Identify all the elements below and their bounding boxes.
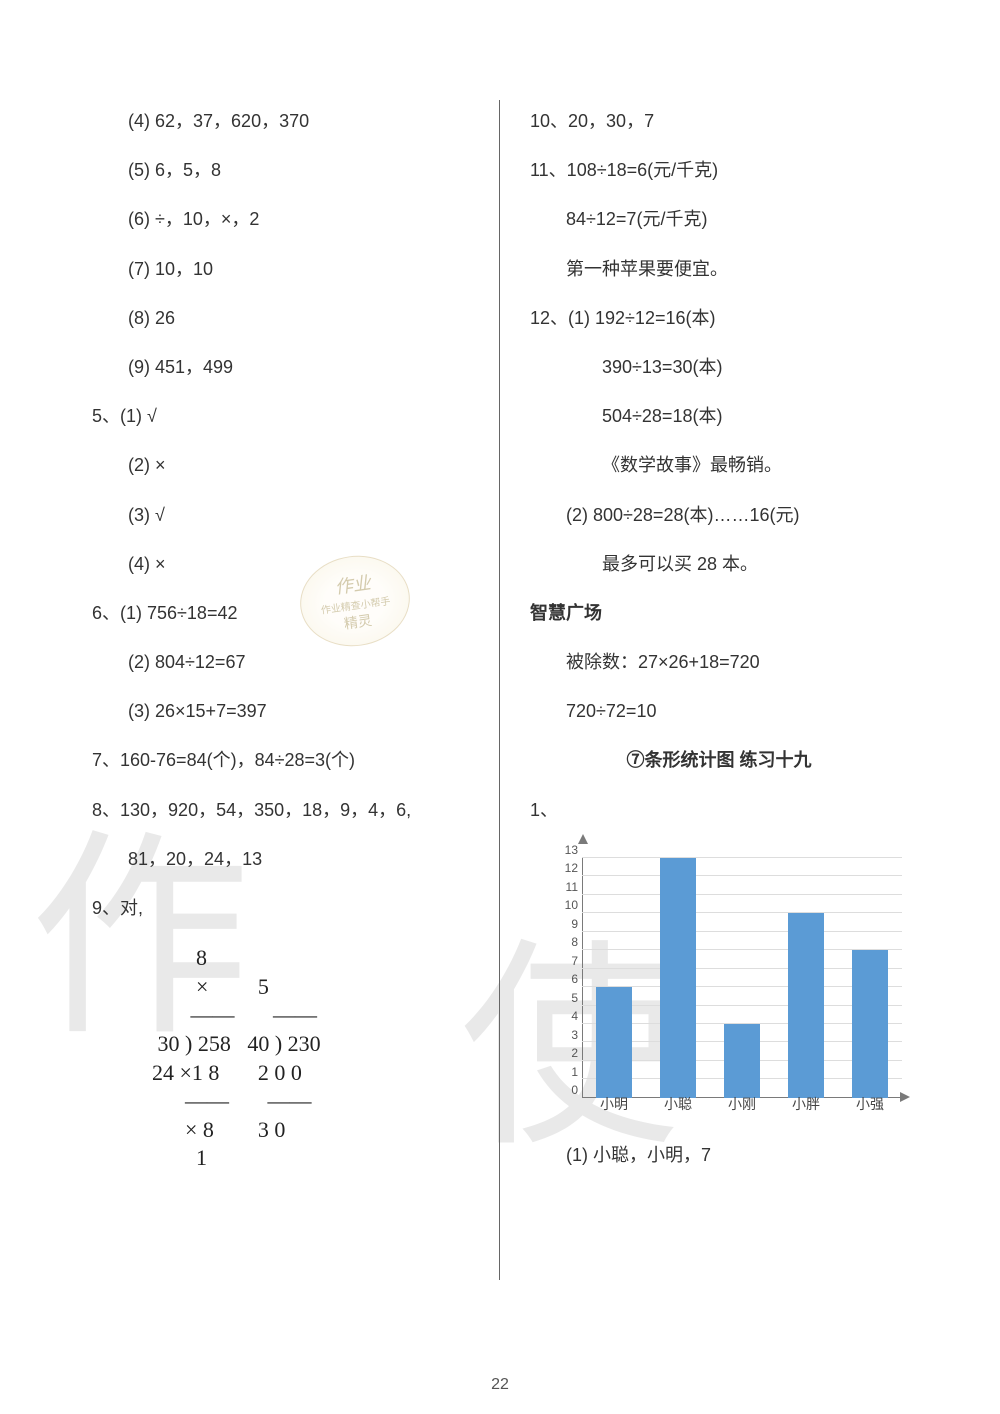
chart-intro: 1、 xyxy=(530,789,908,832)
gridline xyxy=(582,875,902,876)
handwritten-long-division: 8 × 5 —— —— 30 ) 258 40 ) 230 24 ×1 8 2 … xyxy=(152,944,469,1173)
q5-4: (4) × xyxy=(92,543,469,586)
chart-bar xyxy=(660,858,696,1098)
ans-8: (8) 26 xyxy=(92,297,469,340)
x-category-label: 小强 xyxy=(845,1088,895,1122)
x-category-label: 小胖 xyxy=(781,1088,831,1122)
r10: 10、20，30，7 xyxy=(530,100,908,143)
r12c: 504÷28=18(本) xyxy=(530,395,908,438)
r11b: 84÷12=7(元/千克) xyxy=(530,198,908,241)
section-title: ⑦条形统计图 练习十九 xyxy=(530,739,908,782)
r12d: 《数学故事》最畅销。 xyxy=(530,444,908,487)
q6-2: (2) 804÷12=67 xyxy=(92,641,469,684)
x-category-label: 小明 xyxy=(589,1088,639,1122)
ans-7: (7) 10，10 xyxy=(92,248,469,291)
q5-head: 5、(1) √ xyxy=(92,395,469,438)
q9: 9、对, xyxy=(92,887,469,930)
wisdom-heading: 智慧广场 xyxy=(530,592,908,635)
y-tick-label: 13 xyxy=(558,836,578,865)
chart-bar xyxy=(596,987,632,1098)
wisdom-1: 被除数：27×26+18=720 xyxy=(530,641,908,684)
q8b: 81，20，24，13 xyxy=(92,838,469,881)
chart-answer: (1) 小聪，小明，7 xyxy=(530,1134,908,1177)
y-axis-arrow-icon xyxy=(578,834,588,844)
page-number: 22 xyxy=(0,1376,1000,1394)
chart-bar xyxy=(852,950,888,1098)
chart-bar xyxy=(724,1024,760,1098)
ans-5: (5) 6，5，8 xyxy=(92,149,469,192)
x-axis-arrow-icon xyxy=(900,1092,910,1102)
q5-3: (3) √ xyxy=(92,494,469,537)
r12e: (2) 800÷28=28(本)……16(元) xyxy=(530,494,908,537)
ans-6: (6) ÷，10，×，2 xyxy=(92,198,469,241)
left-column: (4) 62，37，620，370 (5) 6，5，8 (6) ÷，10，×，2… xyxy=(80,100,500,1280)
gridline xyxy=(582,912,902,913)
page-body: (4) 62，37，620，370 (5) 6，5，8 (6) ÷，10，×，2… xyxy=(0,0,1000,1320)
gridline xyxy=(582,931,902,932)
ans-4: (4) 62，37，620，370 xyxy=(92,100,469,143)
x-category-label: 小聪 xyxy=(653,1088,703,1122)
q8a: 8、130，920，54，350，18，9，4，6, xyxy=(92,789,469,832)
chart-bar xyxy=(788,913,824,1098)
r11a: 11、108÷18=6(元/千克) xyxy=(530,149,908,192)
q5-2: (2) × xyxy=(92,444,469,487)
q7: 7、160-76=84(个)，84÷28=3(个) xyxy=(92,739,469,782)
q6-head: 6、(1) 756÷18=42 xyxy=(92,592,469,635)
wisdom-2: 720÷72=10 xyxy=(530,690,908,733)
r11c: 第一种苹果要便宜。 xyxy=(530,248,908,291)
q6-3: (3) 26×15+7=397 xyxy=(92,690,469,733)
r12b: 390÷13=30(本) xyxy=(530,346,908,389)
ans-9: (9) 451，499 xyxy=(92,346,469,389)
r12a: 12、(1) 192÷12=16(本) xyxy=(530,297,908,340)
right-column: 10、20，30，7 11、108÷18=6(元/千克) 84÷12=7(元/千… xyxy=(500,100,920,1280)
x-category-label: 小刚 xyxy=(717,1088,767,1122)
gridline xyxy=(582,894,902,895)
gridline xyxy=(582,857,902,858)
r12f: 最多可以买 28 本。 xyxy=(530,543,908,586)
bar-chart: 012345678910111213小明小聪小刚小胖小强 xyxy=(538,838,918,1128)
